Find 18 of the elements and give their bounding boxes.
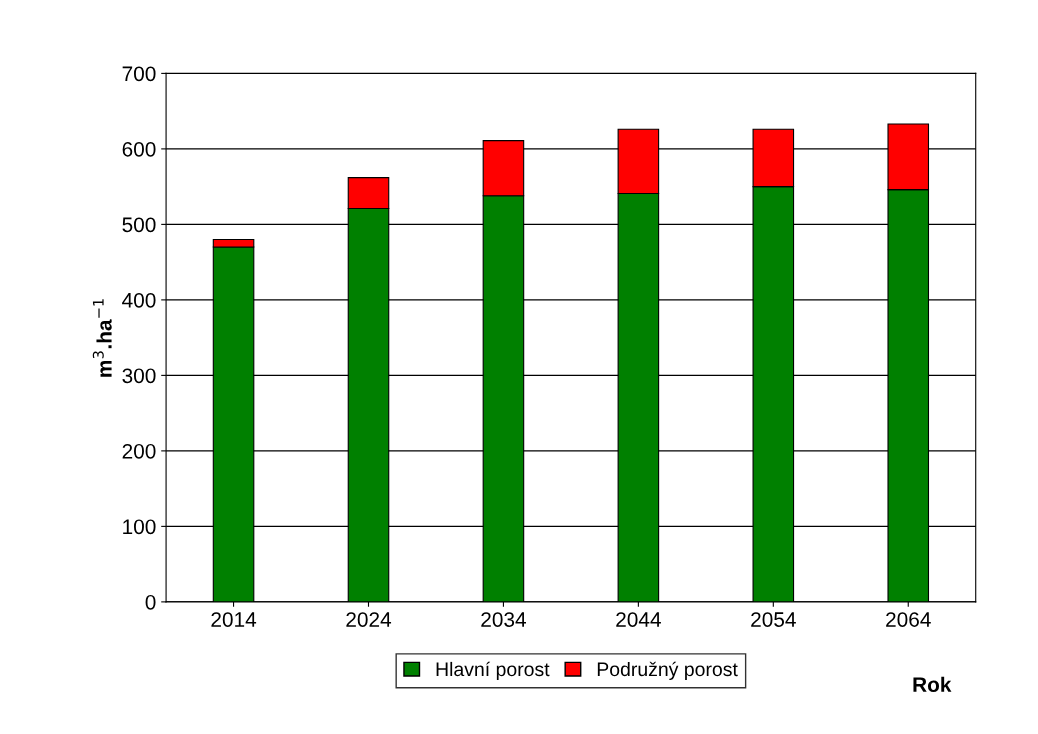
y-tick-label: 100 bbox=[123, 519, 156, 535]
x-tick-label: 2054 bbox=[751, 612, 796, 627]
y-tick-label: 600 bbox=[122, 141, 156, 157]
x-tick-label: 2014 bbox=[211, 612, 257, 627]
legend-label: Podružný porost bbox=[597, 661, 738, 681]
x-tick-label: 2044 bbox=[616, 612, 661, 627]
x-tick-label: 2034 bbox=[481, 612, 526, 627]
y-tick-label: 400 bbox=[122, 292, 156, 308]
legend-label: Hlavní porost bbox=[436, 661, 550, 681]
y-tick-label: 200 bbox=[122, 443, 156, 459]
y-tick-label: 700 bbox=[122, 66, 156, 82]
y-tick-label: 300 bbox=[122, 368, 156, 384]
x-axis-title: Rok bbox=[913, 676, 952, 693]
y-tick-label: 0 bbox=[145, 594, 156, 610]
x-tick-label: 2024 bbox=[346, 612, 392, 627]
x-tick-label: 2064 bbox=[886, 612, 931, 627]
y-axis-title: m$^{3}$.ha$^{−1}$ bbox=[92, 299, 112, 377]
y-tick-label: 500 bbox=[122, 217, 156, 233]
